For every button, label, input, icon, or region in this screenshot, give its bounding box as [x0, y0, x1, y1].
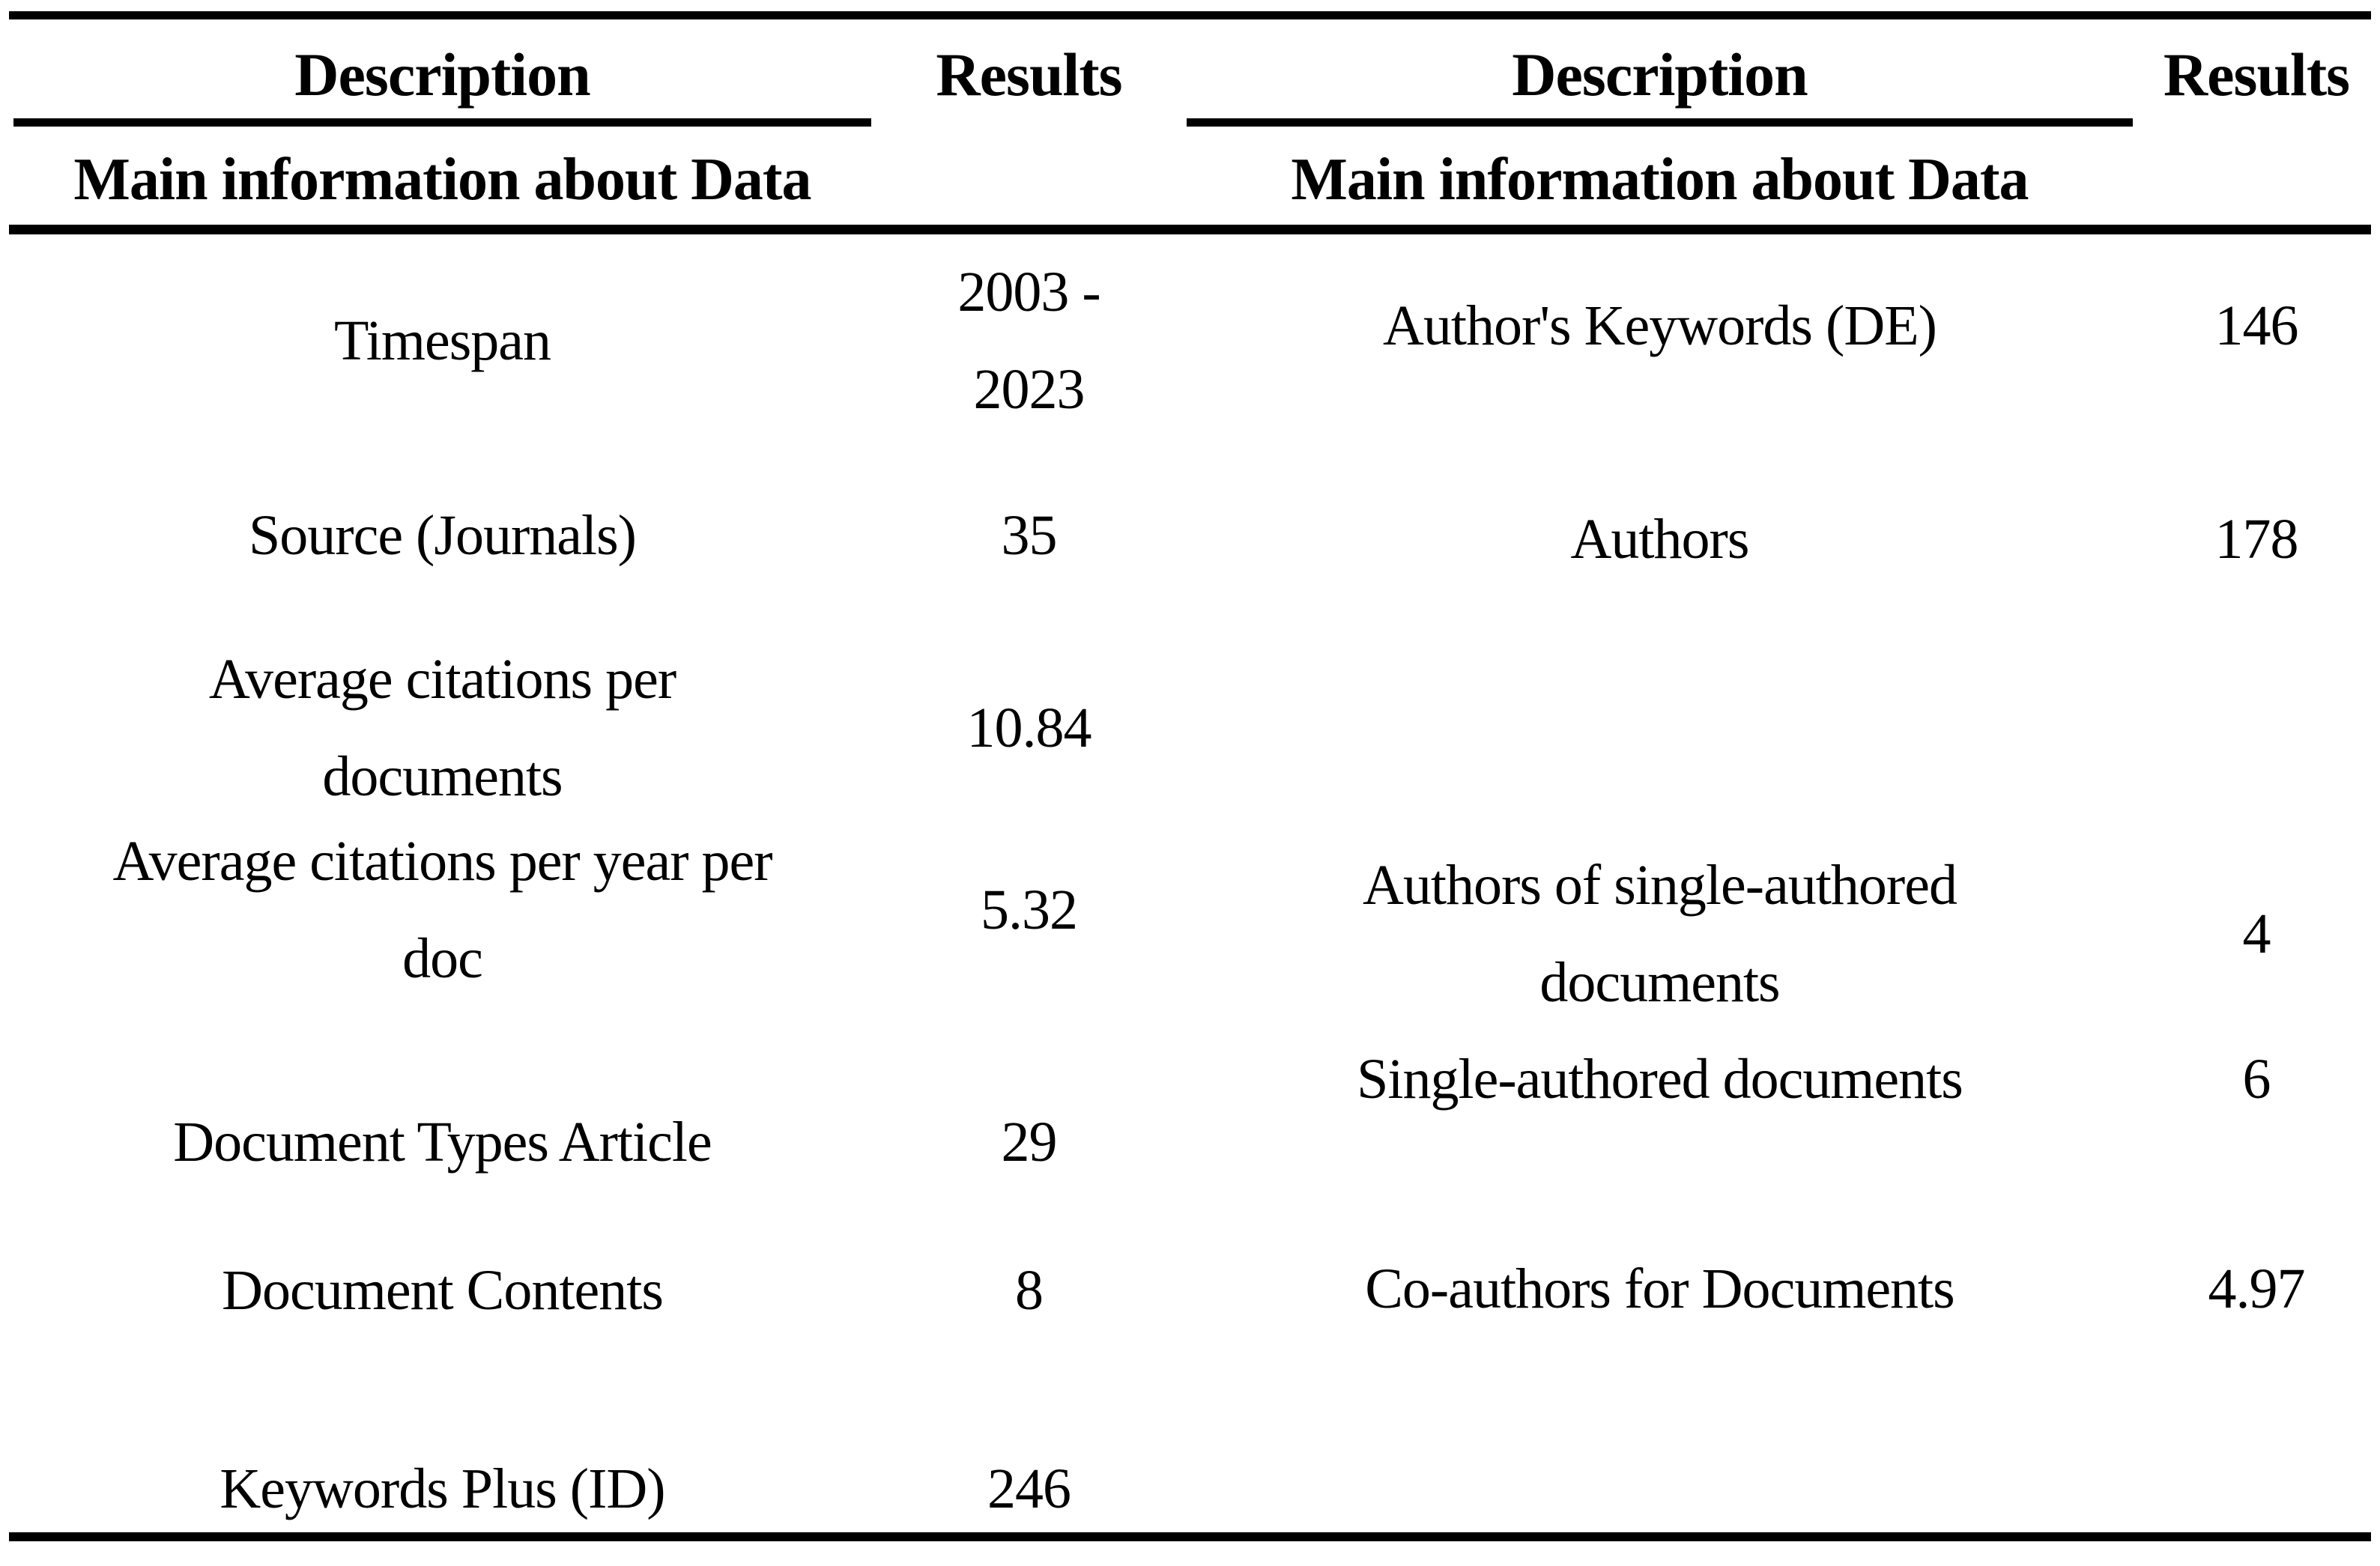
row-result: 35: [1001, 504, 1058, 567]
table-row-authors-keywords: Author's Keywords (DE) 146: [1187, 277, 2380, 374]
row-description: Single-authored documents: [1357, 1048, 1963, 1111]
row-result: 2003 - 2023: [957, 261, 1100, 421]
row-result: 8: [1015, 1259, 1044, 1322]
column-header-description-left: Description: [294, 40, 590, 109]
column-header-description-right: Description: [1512, 40, 1808, 109]
row-result: 4: [2242, 902, 2271, 965]
row-result: 246: [987, 1457, 1071, 1520]
section-title-right: Main information about Data: [1291, 147, 2029, 213]
column-header-results-left: Results: [936, 40, 1122, 109]
table-row-authors: Authors 178: [1187, 491, 2380, 588]
section-title-left: Main information about Data: [73, 147, 811, 213]
row-description: Document Types Article: [173, 1111, 712, 1174]
table-row-coauthors-per-document: Co-authors for Documents 4.97: [1187, 1240, 2380, 1338]
row-description: Author's Keywords (DE): [1383, 294, 1937, 357]
table-row-single-authored-documents: Single-authored documents 6: [1187, 1031, 2380, 1128]
row-result: 146: [2214, 294, 2299, 357]
table-row-document-types: Document Types Article 29: [13, 1093, 1187, 1191]
row-description: Authors: [1570, 508, 1750, 571]
column-header-results-right: Results: [2163, 40, 2350, 109]
row-description: Average citations per year per doc: [112, 830, 772, 990]
table-row-authors-single-authored: Authors of single-authored documents 4: [1187, 837, 2380, 1031]
table-row-keywords-plus: Keywords Plus (ID) 246: [13, 1440, 1187, 1538]
table-rule-under-description-right: [1187, 118, 2133, 127]
row-description: Co-authors for Documents: [1365, 1257, 1955, 1320]
row-result: 5.32: [981, 878, 1078, 941]
table-rule-under-description-left: [13, 118, 871, 127]
table-row-document-contents: Document Contents 8: [13, 1242, 1187, 1339]
table-row-sources: Source (Journals) 35: [13, 487, 1187, 584]
row-result: 6: [2242, 1048, 2271, 1111]
row-result: 4.97: [2208, 1257, 2306, 1320]
row-description: Keywords Plus (ID): [219, 1457, 665, 1520]
row-description: Timespan: [333, 309, 551, 372]
table-rule-bottom: [9, 1532, 2371, 1541]
table-row-avg-citations-per-doc: Average citations per documents 10.84: [13, 631, 1187, 825]
row-description: Average citations per documents: [208, 648, 676, 808]
table-row-avg-citations-per-year: Average citations per year per doc 5.32: [13, 813, 1187, 1007]
table-rule-top: [9, 11, 2371, 19]
table-rule-under-section: [9, 225, 2371, 234]
row-description: Authors of single-authored documents: [1363, 854, 1957, 1014]
row-description: Source (Journals): [249, 504, 637, 567]
table-row-timespan: Timespan 2003 - 2023: [13, 243, 1187, 438]
row-result: 29: [1001, 1111, 1058, 1174]
row-description: Document Contents: [222, 1259, 664, 1322]
row-result: 10.84: [966, 696, 1092, 759]
row-result: 178: [2214, 508, 2299, 571]
